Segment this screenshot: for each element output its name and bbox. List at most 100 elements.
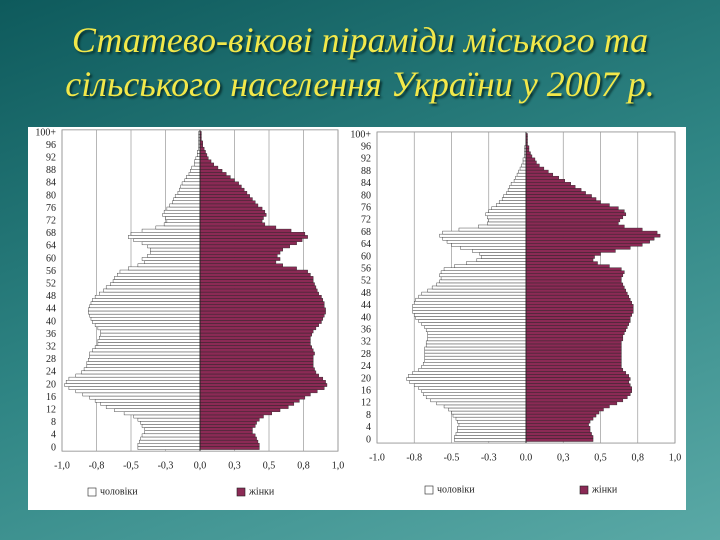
bar: [518, 169, 527, 174]
y-tick-label: 88: [361, 166, 371, 177]
bar: [199, 153, 208, 157]
bar: [496, 203, 527, 207]
bar: [431, 285, 527, 290]
y-tick-label: 84: [46, 178, 56, 189]
bar: [425, 328, 527, 332]
bar: [525, 148, 530, 152]
bar: [92, 348, 201, 353]
x-tick-label: -0.5: [444, 452, 460, 463]
bar: [466, 261, 527, 265]
bar: [64, 383, 201, 387]
bar: [199, 323, 319, 327]
bar: [83, 367, 201, 372]
bar: [525, 310, 634, 314]
bar: [199, 279, 314, 283]
bar: [440, 270, 527, 274]
bar: [199, 408, 281, 412]
bar: [427, 288, 527, 293]
bar: [418, 386, 527, 390]
bar: [525, 343, 622, 348]
x-tick-label: -0.8: [406, 452, 422, 463]
bar: [199, 140, 203, 145]
bar: [525, 151, 531, 156]
bar: [439, 273, 527, 278]
bar: [199, 332, 312, 337]
bar: [506, 191, 527, 195]
bar: [199, 203, 259, 208]
bar: [199, 424, 256, 428]
bar: [199, 238, 303, 242]
legend-swatch: [579, 485, 589, 495]
bar: [199, 389, 318, 394]
bar: [525, 279, 622, 284]
bar: [415, 297, 527, 302]
bar: [455, 432, 527, 436]
bar: [88, 307, 201, 312]
bar: [199, 288, 318, 293]
bar: [144, 260, 201, 264]
bar: [525, 182, 571, 186]
bar: [199, 254, 278, 258]
bar: [199, 398, 300, 403]
bar: [89, 354, 201, 359]
bar: [199, 329, 314, 334]
bar: [516, 172, 527, 177]
bar: [421, 365, 527, 369]
bar: [525, 325, 628, 329]
bar: [525, 410, 600, 415]
y-tick-label: 48: [361, 288, 371, 299]
bar: [521, 163, 527, 168]
bar: [525, 416, 594, 421]
bar: [130, 232, 201, 236]
bar: [422, 362, 527, 366]
bar: [199, 225, 277, 230]
bar: [140, 436, 201, 441]
bar: [97, 339, 201, 343]
bar: [525, 203, 610, 207]
y-tick-label: 52: [46, 278, 56, 289]
bar: [409, 380, 527, 384]
bar: [418, 294, 527, 299]
y-tick-label: 72: [361, 215, 371, 226]
y-tick-label: 100+: [350, 129, 371, 140]
bar: [199, 433, 256, 438]
bar: [525, 197, 597, 201]
bar: [199, 443, 260, 447]
bar: [137, 417, 201, 422]
bar: [199, 373, 319, 378]
y-tick-label: 20: [361, 373, 371, 384]
bar: [128, 266, 201, 271]
bar: [199, 364, 314, 368]
bar: [525, 340, 622, 345]
bar: [89, 313, 201, 318]
bar: [455, 416, 527, 421]
bar: [199, 339, 311, 343]
bar: [199, 181, 239, 186]
y-tick-label: 72: [46, 215, 56, 226]
bar: [476, 258, 527, 262]
bar: [424, 325, 527, 329]
bar: [100, 329, 201, 334]
bar: [199, 414, 264, 419]
y-tick-label: 52: [361, 276, 371, 287]
bar: [525, 398, 624, 403]
y-tick-label: 64: [361, 239, 371, 250]
bar: [491, 206, 527, 210]
y-tick-label: 4: [366, 422, 371, 433]
bar: [481, 255, 527, 259]
bar: [199, 310, 326, 315]
bar: [525, 288, 627, 293]
x-tick-label: -0,8: [89, 460, 105, 471]
bar: [199, 430, 253, 435]
bar: [199, 260, 277, 264]
bar: [525, 304, 634, 308]
bar: [421, 291, 527, 296]
bar: [177, 191, 201, 195]
bar: [86, 364, 201, 368]
bar: [163, 222, 201, 227]
y-tick-label: 80: [361, 190, 371, 201]
bar: [525, 212, 627, 217]
bar: [199, 156, 209, 160]
bar: [443, 404, 527, 409]
